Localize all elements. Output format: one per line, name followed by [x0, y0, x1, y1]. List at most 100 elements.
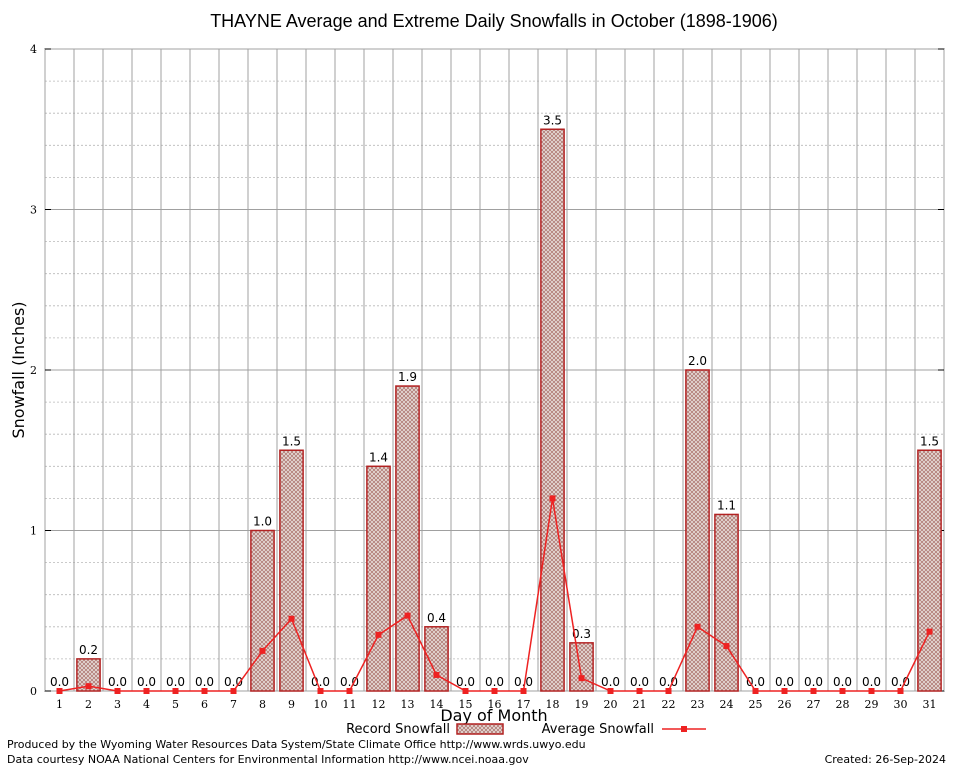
x-tick-label: 24: [720, 698, 734, 711]
x-tick-label: 29: [865, 698, 879, 711]
average-point: [752, 688, 759, 694]
average-line-series: [56, 495, 933, 694]
record-bar: [685, 369, 710, 692]
x-tick-label: 1: [56, 698, 63, 711]
average-point: [317, 688, 324, 694]
average-point: [694, 623, 701, 630]
average-point: [868, 688, 875, 694]
bar-value-label: 0.4: [427, 611, 446, 625]
x-tick-label: 19: [575, 698, 589, 711]
x-axis-label: Day of Month: [440, 706, 547, 725]
record-bar: [395, 385, 420, 692]
x-tick-label: 14: [430, 698, 444, 711]
bar-value-label: 1.0: [253, 515, 272, 529]
x-tick-label: 31: [923, 698, 937, 711]
bar-value-label: 0.0: [601, 675, 620, 689]
bar-value-label: 0.0: [804, 675, 823, 689]
average-point: [578, 675, 585, 682]
average-point: [607, 688, 614, 694]
x-tick-label: 17: [517, 698, 531, 711]
average-point: [810, 688, 817, 694]
footer-created: Created: 26-Sep-2024: [824, 753, 946, 766]
bar-value-label: 0.0: [862, 675, 881, 689]
x-tick-label: 20: [604, 698, 618, 711]
bar-value-label: 1.1: [717, 498, 736, 512]
average-point: [172, 688, 179, 694]
bar-value-label: 0.0: [775, 675, 794, 689]
bar-value-label: 0.0: [659, 675, 678, 689]
y-tick-label: 3: [30, 204, 37, 217]
footer-courtesy: Data courtesy NOAA National Centers for …: [7, 753, 529, 766]
bar-value-label: 0.2: [79, 643, 98, 657]
average-point: [926, 628, 933, 635]
bar-value-label: 0.0: [311, 675, 330, 689]
legend-record-label: Record Snowfall: [346, 722, 450, 737]
x-tick-label: 12: [372, 698, 386, 711]
average-point: [636, 688, 643, 694]
average-point: [259, 647, 266, 654]
average-point: [230, 688, 237, 694]
y-tick-label: 2: [30, 364, 37, 377]
x-tick-label: 4: [143, 698, 150, 711]
x-tick-label: 18: [546, 698, 560, 711]
record-bar: [569, 642, 594, 692]
x-tick-label: 21: [633, 698, 647, 711]
y-tick-label: 4: [30, 43, 37, 56]
x-tick-label: 13: [401, 698, 415, 711]
bar-value-label: 3.5: [543, 113, 562, 127]
x-tick-label: 25: [749, 698, 763, 711]
record-bar: [76, 658, 101, 692]
average-point: [346, 688, 353, 694]
bar-value-label: 0.0: [630, 675, 649, 689]
x-tick-label: 3: [114, 698, 121, 711]
bar-value-label: 0.0: [50, 675, 69, 689]
average-point: [404, 612, 411, 619]
average-point: [56, 688, 63, 694]
bar-value-label: 0.0: [340, 675, 359, 689]
bar-value-label: 0.0: [746, 675, 765, 689]
y-tick-label: 1: [30, 525, 37, 538]
x-tick-label: 16: [488, 698, 502, 711]
bar-value-label: 0.0: [166, 675, 185, 689]
record-bar: [917, 449, 942, 692]
average-point: [520, 688, 527, 694]
average-point: [491, 688, 498, 694]
average-point: [839, 688, 846, 694]
x-axis: 1 2 3 4 5 6 7 8 9 10 11 12 13 14 15 16 17 18 19 20 21 22 23 24 2…: [56, 698, 937, 711]
bar-value-label: 0.0: [195, 675, 214, 689]
average-point: [781, 688, 788, 694]
bar-value-label: 0.0: [833, 675, 852, 689]
x-tick-label: 23: [691, 698, 705, 711]
x-tick-label: 8: [259, 698, 266, 711]
legend: Record Snowfall Average Snowfall: [346, 722, 706, 737]
y-tick-label: 0: [30, 685, 37, 698]
legend-average-marker: [681, 726, 687, 732]
record-bar: [279, 449, 304, 692]
bar-value-label: 0.0: [891, 675, 910, 689]
record-bar: [714, 513, 739, 692]
x-tick-label: 10: [314, 698, 328, 711]
average-point: [143, 688, 150, 694]
y-axis-label: Snowfall (Inches): [9, 301, 28, 438]
bar-value-label: 0.0: [514, 675, 533, 689]
x-tick-label: 5: [172, 698, 179, 711]
record-bar: [250, 529, 275, 692]
legend-average-label: Average Snowfall: [542, 722, 654, 737]
bar-value-labels: 0.0 0.2 0.0 0.0 0.0 0.0 0.0 1.0 1.5 0.0 0.0 1.4 1.9 0…: [50, 113, 939, 689]
x-tick-label: 7: [230, 698, 237, 711]
average-point: [201, 688, 208, 694]
average-point: [375, 631, 382, 638]
record-bar: [366, 465, 391, 692]
x-tick-label: 9: [288, 698, 295, 711]
average-point: [462, 688, 469, 694]
bar-value-label: 1.5: [282, 434, 301, 448]
record-bar: [540, 128, 565, 692]
average-point: [549, 495, 556, 502]
x-tick-label: 2: [85, 698, 92, 711]
average-point: [665, 688, 672, 694]
footer-producer: Produced by the Wyoming Water Resources …: [7, 738, 586, 751]
average-point: [288, 615, 295, 622]
record-bar: [424, 626, 449, 692]
bar-series: [76, 128, 942, 692]
